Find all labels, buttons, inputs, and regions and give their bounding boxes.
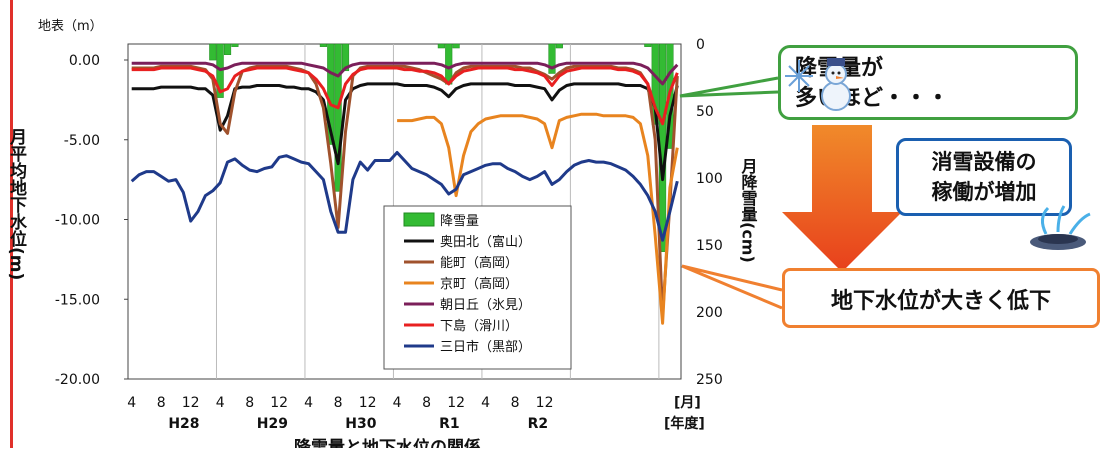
x-tick-label: 8 [422,395,431,411]
x-axis-ticks: 4 8 12 4 8 12 4 8 12 4 8 12 4 8 12 [127,395,553,411]
snowfall-bar [341,43,350,72]
sprinkler-icon [1030,205,1091,250]
groundwater-lines [130,61,679,325]
x-tick-label: 4 [481,395,490,411]
facility-callout-line2: 稼働が増加 [931,180,1037,204]
left-axis-top-label: 地表（m） [38,19,103,34]
x-tick-label: 4 [393,395,402,411]
legend-label: 三日市（黒部） [440,339,531,355]
series-line [397,112,679,325]
down-arrow [782,125,902,272]
snowfall-bar [223,43,232,55]
x-tick-label: 8 [157,395,166,411]
legend-swatch [403,212,435,227]
right-axis-ticks: 0 50 100 150 200 250 [696,37,723,388]
snowfall-bar [231,43,239,47]
left-tick-label: -15.00 [55,292,100,308]
x-tick-label: 4 [216,395,225,411]
x-tick-label: 4 [304,395,313,411]
snowman-icon [785,58,851,111]
legend-label: 奥田北（富山） [440,234,531,250]
left-tick-label: -10.00 [55,213,100,229]
left-axis-label: 月平均地下水位(m) [6,128,28,280]
snow-callout-pointer [679,76,779,98]
x-tick-label: 12 [359,395,377,411]
ground-callout-pointer [681,264,783,310]
right-tick-label: 50 [696,104,714,120]
x-year-label: H28 [168,416,199,432]
frame-left-border [0,0,13,463]
right-tick-label: 200 [696,305,723,321]
right-tick-label: 150 [696,238,723,254]
right-axis-label: 月降雪量(cm) [739,158,759,263]
x-tick-label: 12 [270,395,288,411]
legend-label: 能町（高岡） [440,255,518,271]
left-tick-label: -20.00 [55,372,100,388]
x-year-label: H30 [345,416,376,432]
x-tick-label: 8 [511,395,520,411]
x-unit-month: [月] [674,395,701,411]
x-tick-label: 12 [182,395,200,411]
snowflake-icon [785,60,813,92]
legend-label: 下島（滑川） [440,319,518,334]
snowfall-bar [319,43,327,47]
snowfall-bar [452,43,460,49]
snowfall-bar [437,43,445,49]
x-unit-year: [年度] [664,415,705,432]
snow-callout-line2: 多いほど・・・ [795,86,950,111]
right-tick-label: 250 [696,372,723,388]
x-tick-label: 8 [334,395,343,411]
left-tick-label: 0.00 [69,53,100,69]
frame-bottom [10,448,1107,463]
legend-label: 降雪量 [440,214,479,229]
x-year-label: R2 [528,416,549,432]
snow-callout: 降雪量が 多いほど・・・ [778,45,1078,120]
x-year-label: R1 [439,416,460,432]
snowfall-bar [555,43,563,49]
snowfall-bar [334,43,342,192]
groundwater-callout: 地下水位が大きく低下 [782,268,1100,328]
snowfall-bar [548,43,556,74]
legend-label: 京町（高岡） [440,276,518,292]
snowfall-bar [651,43,659,125]
left-axis-ticks: 0.00 -5.00 -10.00 -15.00 -20.00 [55,53,128,388]
x-tick-label: 8 [245,395,254,411]
series-line [131,66,679,126]
series-line [130,151,679,242]
right-tick-label: 0 [696,37,705,53]
snowfall-bar [644,43,652,47]
x-tick-label: 12 [536,395,554,411]
snowfall-bar [209,43,217,61]
series-line [131,61,679,86]
x-tick-label: 4 [127,395,136,411]
facility-callout-line1: 消雪設備の [931,150,1037,174]
legend-label: 朝日丘（氷見） [440,298,531,313]
facility-callout: 消雪設備の 稼働が増加 [896,138,1072,216]
left-tick-label: -5.00 [64,133,100,149]
right-tick-label: 100 [696,171,723,187]
x-tick-label: 12 [447,395,465,411]
series-line [131,64,679,317]
x-year-label: H29 [257,416,288,432]
x-year-labels: H28 H29 H30 R1 R2 [168,416,548,432]
